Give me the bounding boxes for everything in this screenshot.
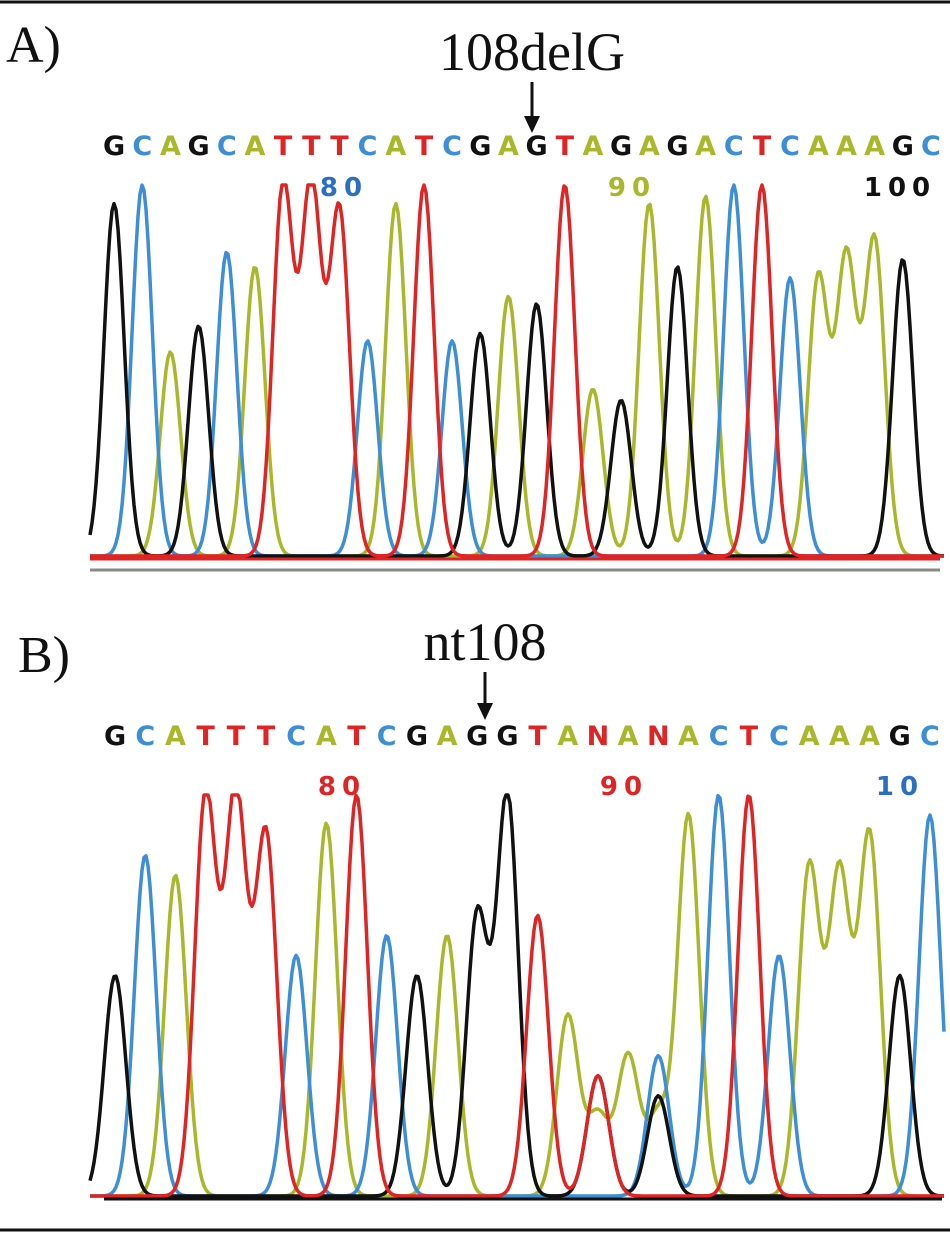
position-tick-label: 10: [876, 772, 924, 802]
base-call: C: [217, 131, 237, 162]
base-call: A: [437, 721, 458, 752]
panel-b-traces: [88, 793, 946, 1198]
panel-a-position-ticks: 80 90 100: [320, 173, 936, 203]
base-call: A: [160, 131, 181, 162]
base-call: N: [587, 721, 610, 752]
base-call: G: [526, 131, 548, 162]
base-call: T: [330, 131, 349, 162]
base-call: A: [618, 721, 639, 752]
base-call: N: [647, 721, 670, 752]
base-call: G: [496, 721, 518, 752]
base-call: A: [385, 131, 406, 162]
base-call: C: [377, 721, 397, 752]
base-call: A: [582, 131, 603, 162]
base-call: G: [666, 131, 688, 162]
base-call: A: [808, 131, 829, 162]
base-call: A: [864, 131, 885, 162]
panel-b-mutation-label: nt108: [423, 612, 546, 672]
base-call: T: [415, 131, 434, 162]
base-call: A: [498, 131, 519, 162]
base-call: T: [302, 131, 321, 162]
base-call: C: [921, 131, 941, 162]
panel-b-position-ticks: 80 90 10: [318, 772, 924, 802]
base-call: T: [347, 721, 366, 752]
panel-b-label: B): [18, 627, 70, 684]
panel-a-label: A): [6, 17, 61, 74]
base-call: A: [799, 721, 820, 752]
base-call: C: [709, 721, 729, 752]
base-call: G: [466, 721, 488, 752]
trace-t: [90, 183, 944, 558]
position-tick-label: 90: [608, 173, 656, 203]
base-call: T: [740, 721, 759, 752]
base-call: T: [196, 721, 215, 752]
position-tick-label: 100: [864, 173, 936, 203]
base-call: G: [889, 721, 911, 752]
base-call: C: [769, 721, 789, 752]
base-call: A: [639, 131, 660, 162]
base-call: C: [724, 131, 744, 162]
base-call: G: [610, 131, 632, 162]
base-call: C: [286, 721, 306, 752]
base-call: A: [859, 721, 880, 752]
base-call: G: [104, 721, 126, 752]
trace-a: [90, 194, 944, 558]
base-call: T: [528, 721, 547, 752]
panel-a-arrow: [524, 82, 540, 133]
base-call: C: [358, 131, 378, 162]
base-call: A: [836, 131, 857, 162]
base-call: G: [406, 721, 428, 752]
base-call: C: [132, 131, 152, 162]
base-call: G: [892, 131, 914, 162]
base-call: T: [753, 131, 772, 162]
panel-a-mutation-label: 108delG: [439, 22, 625, 82]
base-call: G: [103, 131, 125, 162]
base-call: T: [227, 721, 246, 752]
base-call: T: [257, 721, 276, 752]
base-call: A: [829, 721, 850, 752]
base-call: T: [556, 131, 575, 162]
panel-a-traces: [88, 183, 945, 558]
base-call: T: [274, 131, 293, 162]
base-call: A: [678, 721, 699, 752]
base-call: C: [780, 131, 800, 162]
base-call: A: [557, 721, 578, 752]
position-tick-label: 80: [320, 173, 368, 203]
base-call: A: [244, 131, 265, 162]
base-call: A: [316, 721, 337, 752]
base-call: C: [135, 721, 155, 752]
position-tick-label: 90: [600, 772, 648, 802]
panel-b-arrow: [477, 672, 493, 720]
base-call: C: [920, 721, 940, 752]
trace-t: [90, 793, 944, 1198]
base-call: A: [165, 721, 186, 752]
base-call: G: [469, 131, 491, 162]
base-call: C: [442, 131, 462, 162]
base-call: A: [695, 131, 716, 162]
base-call: G: [188, 131, 210, 162]
position-tick-label: 80: [318, 772, 366, 802]
